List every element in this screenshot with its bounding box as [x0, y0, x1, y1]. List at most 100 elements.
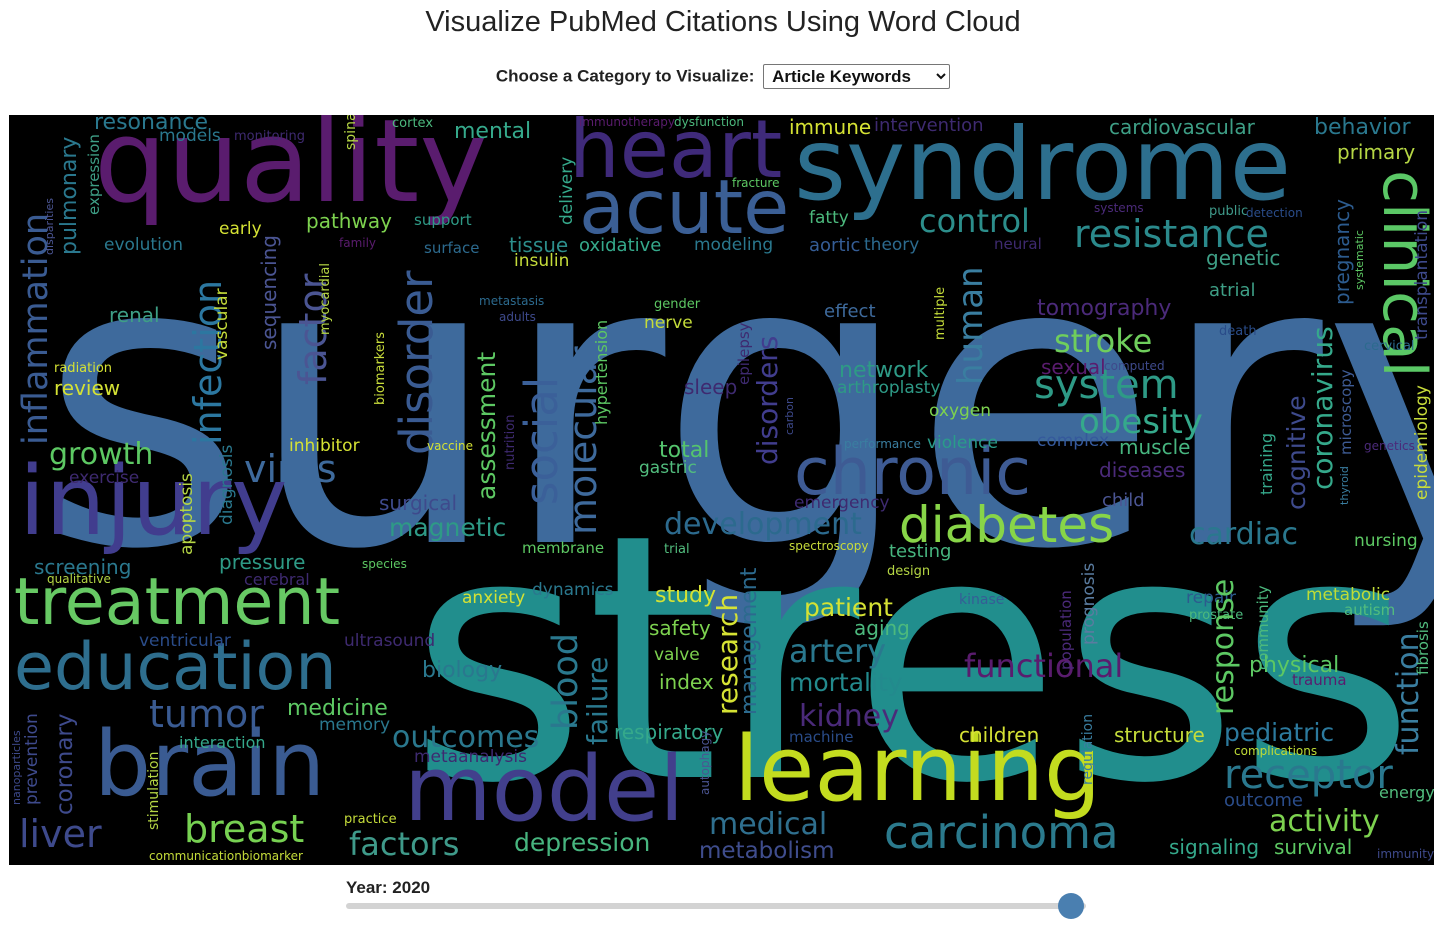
word-kinase: kinase — [959, 592, 1005, 608]
word-outcome: outcome — [1224, 790, 1303, 811]
word-family: family — [339, 236, 377, 250]
word-systematic: systematic — [1353, 230, 1366, 290]
word-transplantation: transplantation — [1412, 209, 1432, 340]
word-metabolism: metabolism — [699, 838, 835, 864]
word-development: development — [664, 507, 862, 542]
word-adults: adults — [499, 310, 536, 324]
word-hypertension: hypertension — [592, 319, 611, 425]
word-autism: autism — [1344, 601, 1396, 619]
word-network: network — [839, 358, 929, 383]
word-early: early — [219, 219, 262, 239]
category-label: Choose a Category to Visualize: — [495, 66, 755, 86]
word-control: control — [919, 202, 1030, 240]
word-failure: failure — [581, 656, 614, 745]
word-anxiety: anxiety — [462, 588, 526, 608]
word-receptor: receptor — [1224, 752, 1393, 798]
word-epidemiology: epidemiology — [1412, 385, 1432, 500]
word-models: models — [159, 126, 221, 146]
word-patient: patient — [804, 593, 893, 622]
word-dysfunction: dysfunction — [674, 115, 744, 129]
word-systems: systems — [1094, 201, 1144, 215]
word-oxidative: oxidative — [579, 235, 662, 256]
word-species: species — [362, 557, 407, 571]
word-atrial: atrial — [1209, 280, 1256, 301]
word-physical: physical — [1249, 653, 1340, 678]
word-nerve: nerve — [644, 313, 693, 333]
year-slider-thumb[interactable] — [1058, 893, 1085, 919]
word-chronic: chronic — [794, 435, 1031, 510]
word-brain: brain — [94, 712, 326, 817]
word-treatment: treatment — [14, 565, 341, 640]
word-genetics: genetics — [1364, 439, 1415, 453]
word-signaling: signaling — [1169, 835, 1260, 859]
word-fracture: fracture — [732, 176, 780, 190]
word-heart: heart — [569, 115, 783, 196]
word-carbon: carbon — [783, 397, 796, 435]
word-renal: renal — [109, 303, 160, 327]
word-genetic: genetic — [1206, 246, 1281, 270]
word-membrane: membrane — [522, 539, 605, 557]
word-population: population — [1057, 590, 1075, 670]
word-spinal: spinal — [343, 115, 359, 150]
word-medical: medical — [709, 807, 828, 842]
word-qualitative: qualitative — [47, 572, 111, 586]
word-radiation: radiation — [54, 361, 113, 376]
word-community: community — [1254, 585, 1272, 670]
word-diabetes: diabetes — [899, 496, 1115, 554]
word-violence: violence — [927, 433, 998, 453]
word-children: children — [959, 723, 1040, 747]
word-child: child — [1102, 490, 1145, 511]
word-spectroscopy: spectroscopy — [789, 539, 869, 553]
word-tumor: tumor — [149, 692, 264, 736]
word-inhibitor: inhibitor — [289, 436, 360, 456]
word-machine: machine — [789, 728, 854, 746]
word-ventricular: ventricular — [139, 631, 231, 651]
word-liver: liver — [19, 812, 102, 856]
word-gender: gender — [654, 297, 701, 312]
word-ultrasound: ultrasound — [344, 631, 436, 651]
year-slider-track[interactable] — [346, 903, 1086, 909]
word-survival: survival — [1274, 835, 1353, 859]
word-performance: performance — [844, 437, 921, 451]
word-education: education — [14, 630, 337, 705]
word-diagnosis: diagnosis — [217, 444, 237, 525]
word-repair: repair — [1186, 588, 1236, 608]
word-support: support — [414, 211, 472, 229]
word-trauma: trauma — [1292, 671, 1347, 689]
word-cervical: cervical — [1364, 339, 1415, 354]
word-behavior: behavior — [1314, 115, 1411, 140]
word-aortic: aortic — [809, 235, 861, 256]
word-detection: detection — [1246, 206, 1303, 220]
word-effect: effect — [824, 301, 876, 322]
word-coronavirus: coronavirus — [1306, 326, 1339, 490]
word-thyroid: thyroid — [1338, 466, 1351, 505]
word-activity: activity — [1269, 804, 1380, 839]
category-controls: Choose a Category to Visualize: Article … — [0, 64, 1446, 89]
word-study: study — [655, 583, 717, 608]
word-neural: neural — [994, 235, 1042, 253]
word-cerebral: cerebral — [244, 570, 310, 589]
word-cloud: surgery stress quality syndrome heart acute cl… — [9, 115, 1434, 865]
page-title: Visualize PubMed Citations Using Word Cl… — [425, 6, 1021, 38]
word-cardiac: cardiac — [1189, 517, 1298, 552]
word-pregnancy: pregnancy — [1330, 199, 1354, 305]
category-select[interactable]: Article Keywords — [763, 64, 951, 89]
word-nanoparticles: nanoparticles — [10, 730, 23, 805]
word-public: public — [1209, 204, 1249, 219]
word-index: index — [659, 670, 714, 694]
word-prostate: prostate — [1189, 608, 1244, 623]
word-outcomes: outcomes — [392, 720, 540, 755]
word-immune: immune — [789, 115, 872, 139]
word-trial: trial — [664, 542, 690, 557]
word-social: social — [515, 376, 568, 505]
word-complex: complex — [1037, 431, 1110, 451]
word-death: death — [1219, 324, 1257, 339]
word-tissue: tissue — [509, 233, 569, 257]
word-oxygen: oxygen — [929, 401, 992, 421]
word-coronary: coronary — [52, 713, 78, 815]
word-cognitive: cognitive — [1282, 395, 1311, 510]
word-practice: practice — [344, 812, 397, 827]
word-valve: valve — [654, 645, 700, 665]
word-growth: growth — [49, 437, 154, 472]
word-expression: expression — [85, 134, 103, 215]
